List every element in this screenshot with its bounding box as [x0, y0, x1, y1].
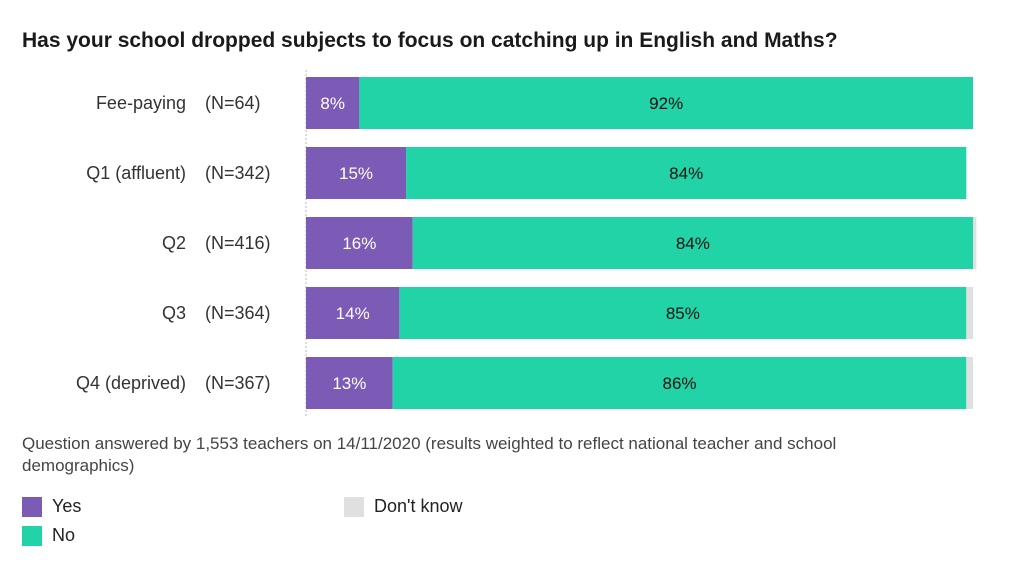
data-label-yes-q1-affluent: 15%: [339, 164, 373, 183]
data-label-no-q2: 84%: [676, 234, 710, 253]
bar-yes-q3: [306, 287, 400, 339]
bar-yes-q1-affluent: [306, 147, 407, 199]
data-label-yes-q4-deprived: 13%: [332, 374, 366, 393]
category-label-fee-paying: Fee-paying: [96, 93, 186, 113]
bar-no-q4-deprived: [392, 357, 967, 409]
count-label-fee-paying: (N=64): [205, 93, 261, 113]
category-label-q2: Q2: [162, 233, 186, 253]
legend-label-no: No: [52, 525, 76, 545]
bar-no-q1-affluent: [406, 147, 967, 199]
bar-don-t-know-q3: [966, 287, 973, 339]
legend-item-no: No: [22, 525, 75, 546]
category-label-q1-affluent: Q1 (affluent): [86, 163, 186, 183]
legend-item-yes: Yes: [22, 496, 81, 517]
data-label-no-fee-paying: 92%: [649, 94, 683, 113]
category-label-q4-deprived: Q4 (deprived): [76, 373, 186, 393]
count-label-q2: (N=416): [205, 233, 271, 253]
data-label-yes-fee-paying: 8%: [320, 94, 345, 113]
category-label-q3: Q3: [162, 303, 186, 323]
data-label-no-q1-affluent: 84%: [669, 164, 703, 183]
legend-item-dont-know: Don't know: [344, 496, 462, 517]
legend-label-yes: Yes: [52, 496, 82, 516]
legend-swatch-no: [22, 525, 42, 546]
bar-no-q2: [412, 217, 974, 269]
stacked-bar-chart: Fee-paying (N=64) 8% 92% Q1 (affluent) (N=342…: [76, 70, 977, 418]
count-label-q1-affluent: (N=342): [205, 163, 271, 183]
bar-no-q3: [399, 287, 967, 339]
data-label-yes-q2: 16%: [342, 234, 376, 253]
bar-no-fee-paying: [359, 77, 973, 129]
data-label-no-q3: 85%: [666, 304, 700, 323]
data-label-no-q4-deprived: 86%: [663, 374, 697, 393]
legend-swatch-dont-know: [344, 496, 364, 517]
chart-note: Question answered by 1,553 teachers on 1…: [22, 434, 837, 475]
count-label-q4-deprived: (N=367): [205, 373, 271, 393]
legend-label-dont-know: Don't know: [374, 496, 463, 516]
bar-don-t-know-q2: [973, 217, 977, 269]
legend-swatch-yes: [22, 496, 42, 517]
data-label-yes-q3: 14%: [336, 304, 370, 323]
bar-yes-fee-paying: [306, 77, 360, 129]
chart-title: Has your school dropped subjects to focu…: [22, 29, 838, 52]
legend: Yes No Don't know: [22, 494, 622, 554]
bar-don-t-know-q4-deprived: [966, 357, 973, 409]
count-label-q3: (N=364): [205, 303, 271, 323]
bar-yes-q4-deprived: [306, 357, 393, 409]
bar-yes-q2: [306, 217, 413, 269]
